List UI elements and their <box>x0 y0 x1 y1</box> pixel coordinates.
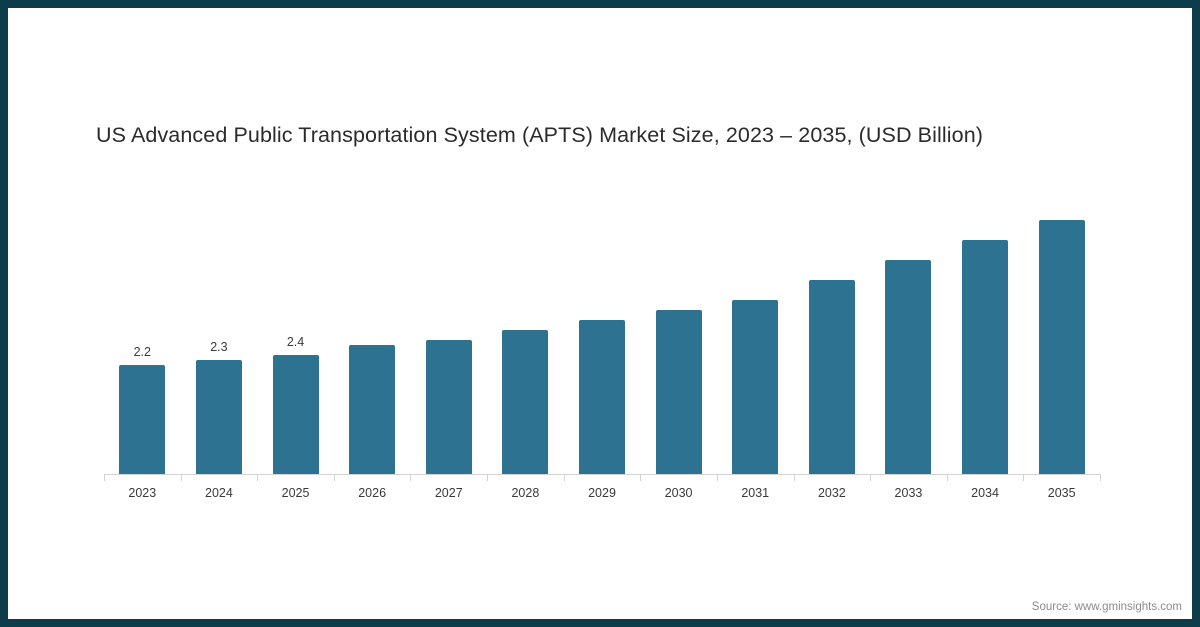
x-axis-tick <box>793 474 795 481</box>
bar-2027[interactable] <box>425 340 472 475</box>
frame-border-right <box>1192 0 1200 627</box>
frame-border-bottom <box>0 619 1200 627</box>
bar-slot: 2.2 <box>104 200 181 475</box>
x-tick-label-2024: 2024 <box>205 486 233 500</box>
bar-slot: 2.3 <box>181 200 258 475</box>
bar-2033[interactable] <box>885 260 932 475</box>
bar-2026[interactable] <box>349 345 396 475</box>
x-tick-label-2027: 2027 <box>434 486 463 500</box>
bar-2035[interactable] <box>1038 220 1085 475</box>
bar-slot <box>717 200 794 475</box>
x-axis-labels: 2023 2024 2025 2026 2027 2028 2029 2030 2031 2032… <box>104 486 1100 506</box>
x-tick-label-2023: 2023 <box>128 486 157 500</box>
x-axis-tick <box>563 474 565 481</box>
x-tick-label-2035: 2035 <box>1047 486 1076 500</box>
x-axis-tick <box>1023 474 1025 481</box>
x-axis-tick <box>410 474 412 481</box>
bar-slot <box>870 200 947 475</box>
x-axis-tick <box>946 474 948 481</box>
bar-slot <box>1023 200 1100 475</box>
x-axis-tick <box>870 474 872 481</box>
x-tick-label-2033: 2033 <box>894 486 923 500</box>
x-axis-tick <box>640 474 642 481</box>
bar-slot <box>410 200 487 475</box>
x-axis-tick <box>333 474 335 481</box>
bar-2034[interactable] <box>962 240 1009 475</box>
x-axis-tick <box>180 474 182 481</box>
frame-border-left <box>0 0 8 627</box>
plot-area: 2.2 2.3 2.4 <box>104 200 1100 475</box>
x-tick-label-2030: 2030 <box>664 486 693 500</box>
x-tick-label-2025: 2025 <box>281 486 310 500</box>
x-axis-tick <box>257 474 259 481</box>
bar-2029[interactable] <box>578 320 625 475</box>
bar-slot <box>564 200 641 475</box>
bar-slot <box>487 200 564 475</box>
bar-slot <box>640 200 717 475</box>
bar-2028[interactable] <box>502 330 549 475</box>
bar-value-label-2024: 2.3 <box>210 340 228 354</box>
x-axis-tick <box>487 474 489 481</box>
x-axis-tick <box>716 474 718 481</box>
bar-2032[interactable] <box>808 280 855 475</box>
chart-title: US Advanced Public Transportation System… <box>96 123 984 147</box>
x-tick-label-2028: 2028 <box>511 486 540 500</box>
frame-border-top <box>0 0 1200 8</box>
bar-value-label-2023: 2.2 <box>133 345 151 359</box>
x-tick-label-2026: 2026 <box>358 486 387 500</box>
bar-2024[interactable] <box>195 360 242 475</box>
source-note: Source: www.gminsights.com <box>1031 601 1182 613</box>
x-tick-label-2034: 2034 <box>971 486 999 500</box>
x-axis-tick <box>104 474 105 481</box>
bar-value-label-2025: 2.4 <box>286 335 305 349</box>
bar-2023[interactable] <box>119 365 166 475</box>
bar-slot <box>334 200 411 475</box>
x-axis-line <box>104 474 1100 475</box>
x-tick-label-2031: 2031 <box>741 486 770 500</box>
bar-2031[interactable] <box>732 300 779 475</box>
bar-slot <box>947 200 1024 475</box>
bar-2030[interactable] <box>655 310 702 475</box>
bar-slot <box>794 200 871 475</box>
bar-slot: 2.4 <box>257 200 334 475</box>
bar-2025[interactable] <box>272 355 319 475</box>
x-tick-label-2032: 2032 <box>817 486 846 500</box>
x-tick-label-2029: 2029 <box>588 486 616 500</box>
x-axis-tick <box>1100 474 1101 481</box>
